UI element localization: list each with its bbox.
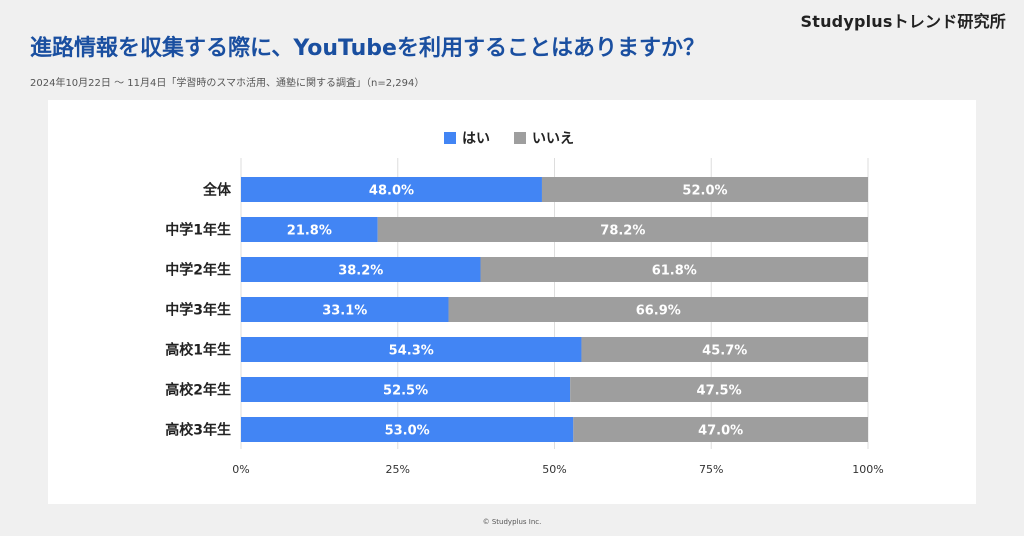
bar-yes xyxy=(241,417,574,442)
category-label: 高校3年生 xyxy=(165,422,231,439)
legend-swatch-no xyxy=(514,132,526,144)
x-tick-label: 25% xyxy=(386,463,410,476)
category-label: 中学3年生 xyxy=(165,302,231,319)
bar-no xyxy=(448,297,868,322)
data-label-yes: 54.3% xyxy=(389,344,434,359)
category-label: 中学2年生 xyxy=(165,262,231,279)
bar-yes xyxy=(241,297,449,322)
data-label-no: 47.5% xyxy=(697,384,742,399)
data-label-yes: 38.2% xyxy=(338,264,383,279)
bar-yes xyxy=(241,377,571,402)
data-label-no: 66.9% xyxy=(636,304,681,319)
bar-no xyxy=(541,177,868,202)
bar-yes xyxy=(241,257,481,282)
x-tick-label: 50% xyxy=(542,463,566,476)
bar-yes xyxy=(241,177,542,202)
data-label-yes: 53.0% xyxy=(385,424,430,439)
bar-no xyxy=(581,337,868,362)
data-label-yes: 48.0% xyxy=(369,184,414,199)
stacked-bar-chart: 0% 25% 50% 75% 100% 全体 48.0% 52.0% 中学1年生 21.8% 78.… xyxy=(165,131,883,476)
bar-no xyxy=(377,217,868,242)
data-label-no: 47.0% xyxy=(698,424,743,439)
copyright: © Studyplus Inc. xyxy=(482,518,542,526)
data-label-no: 61.8% xyxy=(652,264,697,279)
x-tick-label: 0% xyxy=(232,463,249,476)
data-label-no: 52.0% xyxy=(682,184,727,199)
bar-no xyxy=(570,377,868,402)
legend-label-yes: はい xyxy=(462,131,490,147)
chart-panel: 0% 25% 50% 75% 100% 全体 48.0% 52.0% 中学1年生 21.8% 78.… xyxy=(48,100,976,504)
data-label-yes: 52.5% xyxy=(383,384,428,399)
bar-yes xyxy=(241,217,378,242)
survey-subtitle: 2024年10月22日 〜 11月4日「学習時のスマホ活用、通塾に関する調査」（… xyxy=(30,78,425,89)
bar-no xyxy=(573,417,868,442)
category-label: 高校2年生 xyxy=(165,382,231,399)
brand-logo: Studyplusトレンド研究所 xyxy=(800,12,1006,31)
data-label-yes: 21.8% xyxy=(287,224,332,239)
data-label-no: 78.2% xyxy=(600,224,645,239)
bar-no xyxy=(480,257,868,282)
data-label-yes: 33.1% xyxy=(322,304,367,319)
legend-label-no: いいえ xyxy=(532,131,574,147)
category-label: 高校1年生 xyxy=(165,342,231,359)
bar-yes xyxy=(241,337,582,362)
category-label: 中学1年生 xyxy=(165,222,231,239)
legend-swatch-yes xyxy=(444,132,456,144)
data-label-no: 45.7% xyxy=(702,344,747,359)
category-label: 全体 xyxy=(202,182,232,199)
chart-title: 進路情報を収集する際に、YouTubeを利用することはありますか？ xyxy=(30,36,705,61)
x-tick-label: 100% xyxy=(852,463,883,476)
x-tick-label: 75% xyxy=(699,463,723,476)
